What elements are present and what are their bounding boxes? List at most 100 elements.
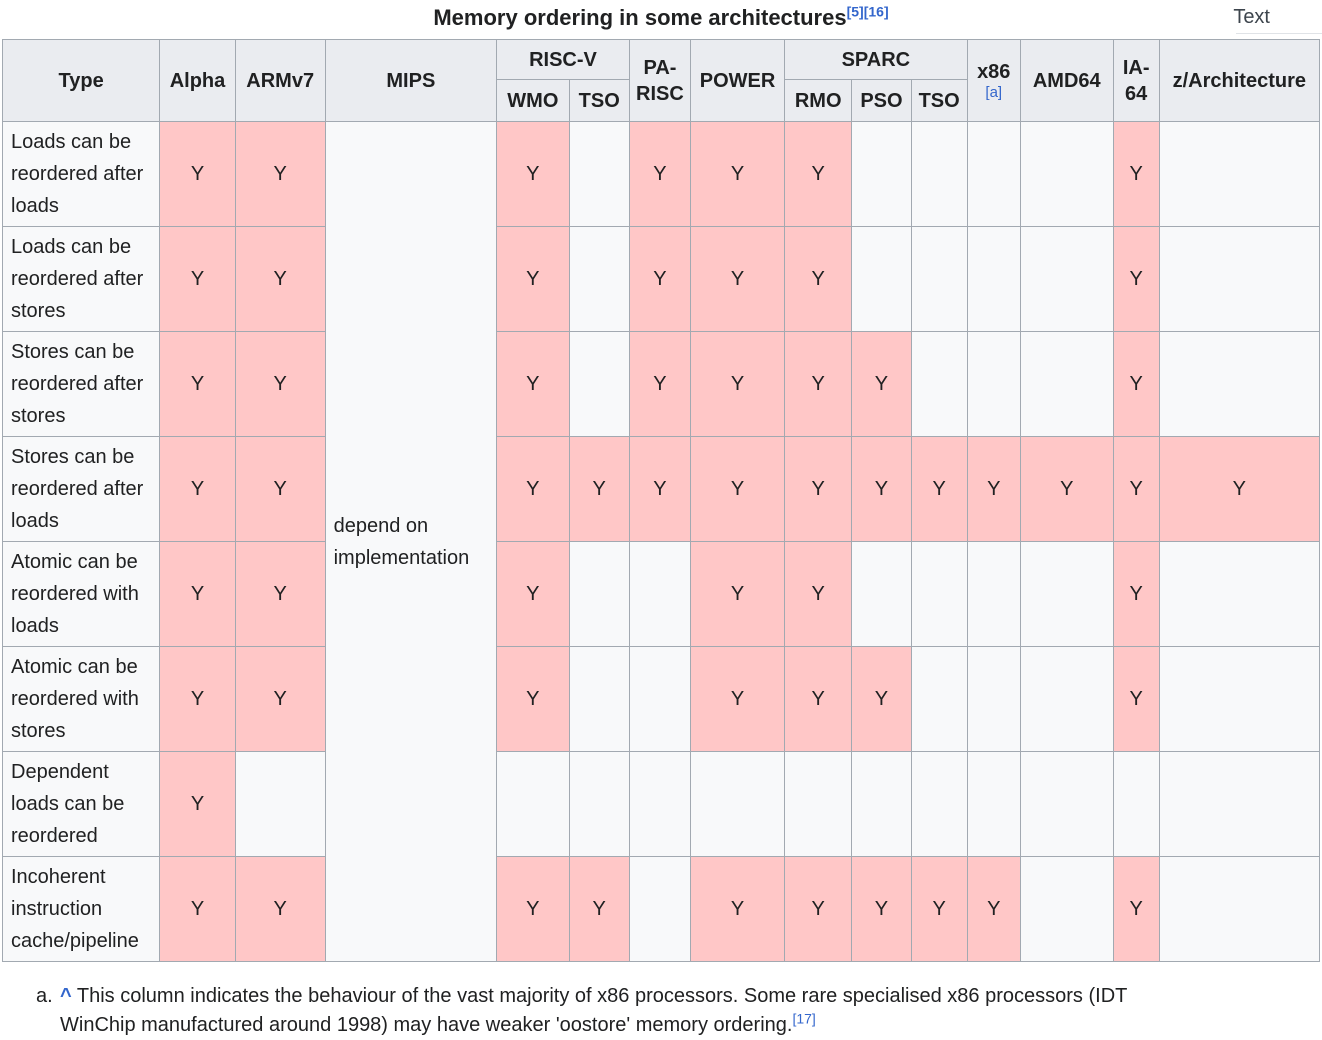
cell-riscv-wmo: Y: [496, 436, 570, 542]
cell-armv7: Y: [234, 226, 326, 332]
cell-power: Y: [690, 226, 785, 332]
cell-power: Y: [690, 541, 785, 647]
cell-sparc-tso: Y: [910, 856, 968, 962]
col-header-power: POWER: [690, 39, 785, 122]
x86-label: x86: [977, 60, 1011, 83]
cell-sparc-pso: Y: [851, 331, 912, 437]
cell-alpha: Y: [159, 856, 236, 962]
cell-sparc-pso: [851, 751, 912, 857]
cell-amd64: [1019, 751, 1114, 857]
footnote-backlink[interactable]: ^: [60, 985, 72, 1007]
cell-z-architecture: [1158, 856, 1321, 962]
cell-z-architecture: [1158, 121, 1321, 227]
cell-power: Y: [690, 646, 785, 752]
col-header-ia-64: IA-64: [1112, 39, 1160, 122]
cell-amd64: [1019, 331, 1114, 437]
cell-riscv-wmo: Y: [496, 646, 570, 752]
table-caption: Memory ordering in some architectures[5]…: [2, 4, 1320, 39]
cell-armv7: Y: [234, 331, 326, 437]
cell-x86: [966, 541, 1021, 647]
cell-sparc-pso: Y: [851, 646, 912, 752]
col-header-sparc-tso: TSO: [910, 79, 968, 122]
cell-pa-risc: [628, 751, 692, 857]
cell-sparc-tso: [910, 751, 968, 857]
row-label: Loads can be reordered after stores: [1, 226, 161, 332]
cell-ia-64: [1112, 751, 1160, 857]
cell-riscv-tso: [568, 226, 630, 332]
cell-alpha: Y: [159, 646, 236, 752]
cell-x86: [966, 226, 1021, 332]
footnote-marker: a.: [36, 985, 53, 1007]
cell-x86: Y: [966, 856, 1021, 962]
row-label: Atomic can be reordered with stores: [1, 646, 161, 752]
cell-sparc-rmo: Y: [783, 856, 853, 962]
cell-armv7: Y: [234, 121, 326, 227]
cell-armv7: Y: [234, 436, 326, 542]
cell-alpha: Y: [159, 751, 236, 857]
cell-ia-64: Y: [1112, 121, 1160, 227]
cell-z-architecture: [1158, 331, 1321, 437]
cell-riscv-tso: Y: [568, 856, 630, 962]
x86-footnote-link[interactable]: [a]: [985, 83, 1003, 101]
row-label: Dependent loads can be reordered: [1, 751, 161, 857]
cell-power: Y: [690, 331, 785, 437]
cell-x86: Y: [966, 436, 1021, 542]
row-label: Atomic can be reordered with loads: [1, 541, 161, 647]
table-row: Stores can be reordered after stores Y Y Y Y…: [1, 331, 1321, 437]
cell-sparc-rmo: Y: [783, 436, 853, 542]
cell-x86: [966, 121, 1021, 227]
cell-ia-64: Y: [1112, 331, 1160, 437]
cell-sparc-tso: [910, 541, 968, 647]
cell-ia-64: Y: [1112, 226, 1160, 332]
col-group-sparc: SPARC: [784, 39, 968, 80]
cell-riscv-wmo: Y: [496, 856, 570, 962]
cell-sparc-pso: [851, 121, 912, 227]
cell-amd64: [1019, 856, 1114, 962]
cell-z-architecture: [1158, 751, 1321, 857]
ref-17-link[interactable]: [17]: [792, 1010, 816, 1027]
col-header-x86: x86 [a]: [966, 39, 1021, 122]
cell-sparc-tso: [910, 331, 968, 437]
cell-riscv-tso: [568, 331, 630, 437]
table-row: Loads can be reordered after stores Y Y Y Y Y…: [1, 226, 1321, 332]
memory-ordering-section: Memory ordering in some architectures[5]…: [1, 4, 1321, 962]
cell-amd64: [1019, 226, 1114, 332]
cell-power: [690, 751, 785, 857]
col-header-mips: MIPS: [324, 39, 498, 122]
table-row: Stores can be reordered after loads Y Y Y Y Y…: [1, 436, 1321, 542]
col-header-sparc-pso: PSO: [851, 79, 912, 122]
cell-sparc-rmo: Y: [783, 541, 853, 647]
cell-power: Y: [690, 856, 785, 962]
cell-amd64: [1019, 646, 1114, 752]
col-header-riscv-wmo: WMO: [496, 79, 570, 122]
cell-sparc-rmo: Y: [783, 226, 853, 332]
footnote-a: a. ^ This column indicates the behaviour …: [36, 982, 1168, 1040]
cell-armv7: Y: [234, 646, 326, 752]
cell-x86: [966, 331, 1021, 437]
cell-sparc-tso: [910, 226, 968, 332]
ref-5-link[interactable]: [5]: [846, 3, 864, 20]
cell-riscv-wmo: Y: [496, 121, 570, 227]
col-header-pa-risc: PA-RISC: [628, 39, 692, 122]
cell-amd64: [1019, 541, 1114, 647]
cell-riscv-wmo: Y: [496, 541, 570, 647]
cell-z-architecture: [1158, 541, 1321, 647]
cell-armv7: Y: [234, 541, 326, 647]
ref-16-link[interactable]: [16]: [863, 3, 889, 20]
col-header-armv7: ARMv7: [234, 39, 326, 122]
table-row: Dependent loads can be reordered Y: [1, 751, 1321, 857]
cell-pa-risc: [628, 646, 692, 752]
cell-alpha: Y: [159, 436, 236, 542]
cell-riscv-wmo: Y: [496, 226, 570, 332]
col-header-alpha: Alpha: [159, 39, 236, 122]
cell-sparc-pso: Y: [851, 436, 912, 542]
cell-riscv-tso: [568, 751, 630, 857]
cell-pa-risc: Y: [628, 121, 692, 227]
cell-sparc-pso: [851, 541, 912, 647]
cell-ia-64: Y: [1112, 541, 1160, 647]
cell-riscv-wmo: [496, 751, 570, 857]
memory-ordering-table: Memory ordering in some architectures[5]…: [1, 4, 1321, 962]
row-label: Incoherent instruction cache/pipeline: [1, 856, 161, 962]
row-label: Stores can be reordered after loads: [1, 436, 161, 542]
